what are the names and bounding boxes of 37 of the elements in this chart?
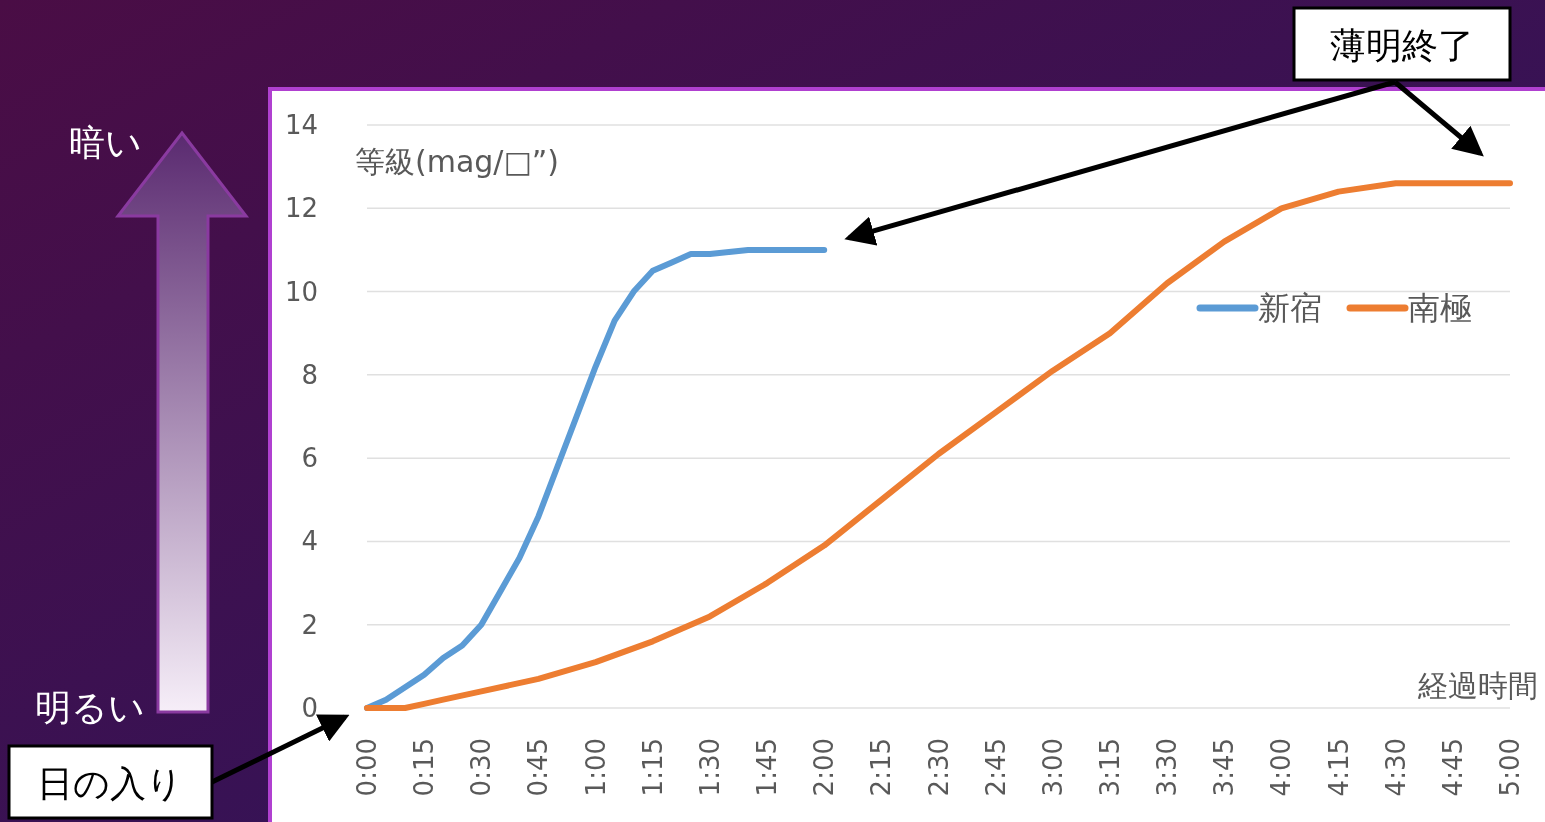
x-tick-label: 2:30 xyxy=(923,738,954,797)
x-tick-label: 3:00 xyxy=(1037,738,1068,797)
x-tick-label: 2:00 xyxy=(809,738,840,797)
y-tick-label: 8 xyxy=(301,359,318,390)
text: 薄明終了 xyxy=(1330,25,1474,66)
x-tick-label: 4:00 xyxy=(1266,738,1297,797)
x-tick-label: 1:15 xyxy=(637,738,668,797)
text: 暗い xyxy=(68,122,142,163)
y-tick-label: 2 xyxy=(301,609,318,640)
y-tick-label: 14 xyxy=(284,110,318,140)
x-tick-label: 2:45 xyxy=(980,738,1011,797)
x-axis-title: 経過時間 xyxy=(1417,668,1538,703)
y-tick-label: 10 xyxy=(284,276,318,307)
y-tick-label: 12 xyxy=(284,193,318,224)
x-tick-label: 3:30 xyxy=(1152,738,1183,797)
x-tick-label: 2:15 xyxy=(866,738,897,797)
y-tick-label: 4 xyxy=(301,526,318,557)
y-axis-title: 等級(mag/□”) xyxy=(355,144,560,179)
text: 日の入り xyxy=(37,763,183,804)
x-tick-label: 4:15 xyxy=(1323,738,1354,797)
legend-label: 南極 xyxy=(1408,289,1472,327)
x-tick-label: 0:00 xyxy=(352,738,382,797)
y-tick-label: 0 xyxy=(301,693,318,723)
x-tick-label: 3:15 xyxy=(1094,738,1125,797)
y-tick-label: 6 xyxy=(301,443,318,474)
text: 明るい xyxy=(35,687,145,728)
x-tick-label: 3:45 xyxy=(1209,738,1240,797)
x-tick-label: 0:15 xyxy=(409,738,440,797)
x-tick-label: 0:30 xyxy=(466,738,497,797)
x-tick-label: 0:45 xyxy=(523,738,554,797)
x-tick-label: 4:30 xyxy=(1380,738,1411,797)
x-tick-label: 4:45 xyxy=(1437,738,1468,797)
x-tick-label: 1:00 xyxy=(580,738,611,797)
x-tick-label: 1:30 xyxy=(694,738,725,797)
legend-label: 新宿 xyxy=(1258,289,1322,327)
x-tick-label: 5:00 xyxy=(1495,738,1525,797)
x-tick-label: 1:45 xyxy=(752,738,783,797)
